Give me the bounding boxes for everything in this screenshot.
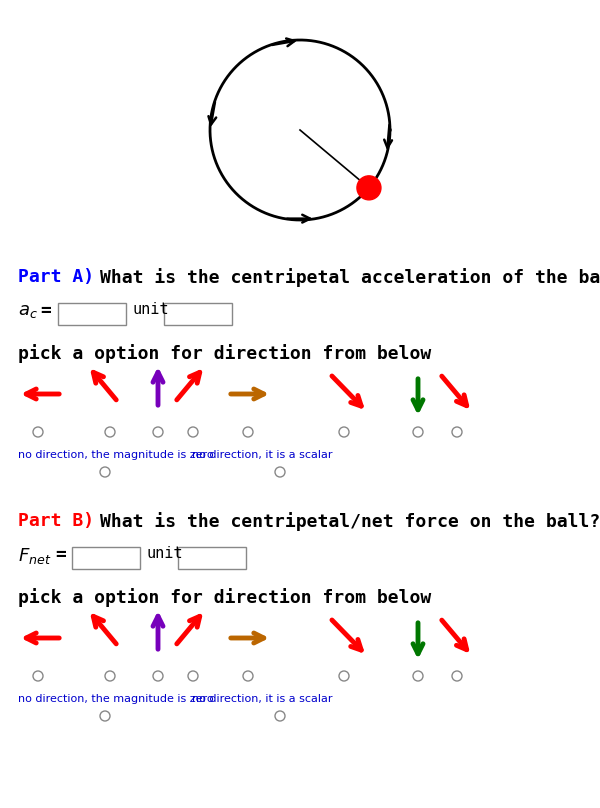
Text: =: = [55,546,66,564]
FancyBboxPatch shape [72,547,140,569]
Text: $F_{net}$: $F_{net}$ [18,546,52,566]
FancyBboxPatch shape [178,547,246,569]
Text: no direction, the magnitude is zero: no direction, the magnitude is zero [18,694,214,704]
Text: Part B): Part B) [18,512,94,530]
Text: What is the centripetal/net force on the ball?: What is the centripetal/net force on the… [100,512,600,531]
Text: no direction, the magnitude is zero: no direction, the magnitude is zero [18,450,214,460]
Text: =: = [40,302,51,320]
FancyBboxPatch shape [164,303,232,325]
Circle shape [357,176,381,200]
Text: no direction, it is a scalar: no direction, it is a scalar [192,450,332,460]
Text: unit: unit [132,302,169,317]
Text: $a_c$: $a_c$ [18,302,38,320]
Text: What is the centripetal acceleration of the ball?: What is the centripetal acceleration of … [100,268,600,287]
Text: no direction, it is a scalar: no direction, it is a scalar [192,694,332,704]
Text: pick a option for direction from below: pick a option for direction from below [18,588,431,607]
Text: Part A): Part A) [18,268,94,286]
Text: pick a option for direction from below: pick a option for direction from below [18,344,431,363]
Text: unit: unit [146,546,182,561]
FancyBboxPatch shape [58,303,126,325]
